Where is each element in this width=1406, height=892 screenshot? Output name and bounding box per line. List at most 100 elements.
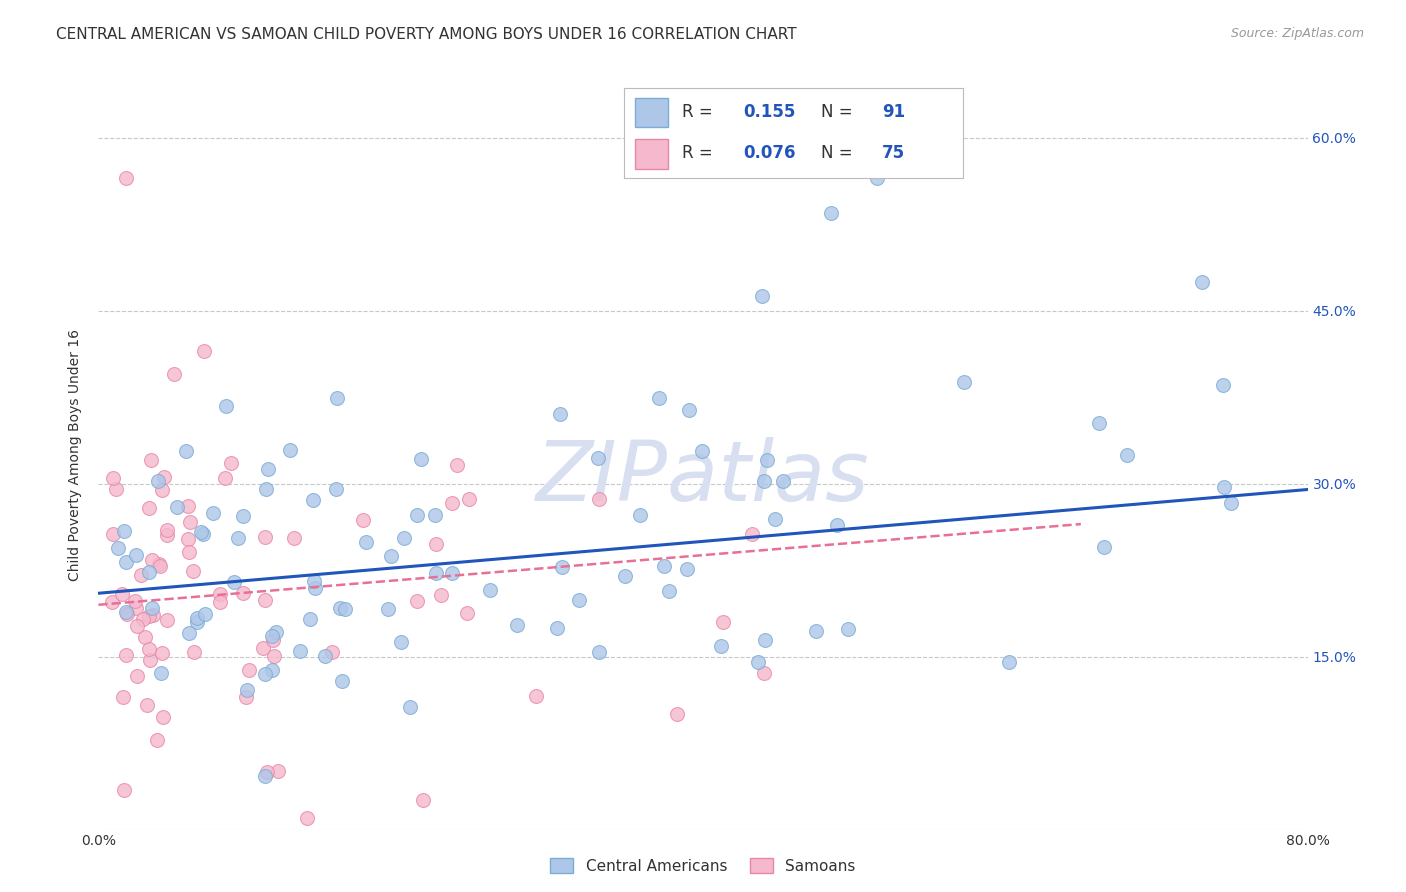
Legend: Central Americans, Samoans: Central Americans, Samoans	[544, 852, 862, 880]
Point	[588, 645, 610, 659]
Point	[678, 402, 700, 417]
Point	[398, 700, 420, 714]
Point	[524, 689, 547, 703]
Point	[330, 674, 353, 689]
Point	[150, 646, 173, 660]
Point	[380, 549, 402, 564]
Point	[114, 524, 136, 538]
Point	[267, 764, 290, 778]
Point	[752, 665, 775, 680]
Point	[628, 508, 651, 522]
Point	[104, 483, 127, 497]
Point	[430, 588, 453, 602]
Point	[260, 629, 283, 643]
Point	[115, 607, 138, 622]
Point	[676, 562, 699, 576]
Point	[328, 601, 350, 615]
Point	[166, 500, 188, 514]
Point	[156, 523, 179, 537]
Point	[176, 444, 198, 458]
Point	[138, 641, 160, 656]
Point	[827, 518, 849, 533]
Point	[335, 601, 357, 615]
Point	[139, 653, 162, 667]
Point	[302, 492, 325, 507]
Point	[747, 655, 769, 669]
Point	[1212, 480, 1234, 494]
Point	[125, 601, 148, 615]
Point	[692, 444, 714, 458]
Point	[648, 391, 671, 405]
Point	[208, 587, 231, 601]
Point	[114, 555, 136, 569]
Point	[177, 499, 200, 513]
Point	[406, 594, 429, 608]
Point	[837, 622, 859, 636]
Point	[107, 541, 129, 555]
Text: CENTRAL AMERICAN VS SAMOAN CHILD POVERTY AMONG BOYS UNDER 16 CORRELATION CHART: CENTRAL AMERICAN VS SAMOAN CHILD POVERTY…	[56, 27, 797, 42]
Point	[952, 375, 974, 389]
Point	[1092, 541, 1115, 555]
Point	[202, 506, 225, 520]
Point	[101, 471, 124, 485]
Point	[440, 496, 463, 510]
Point	[146, 474, 169, 488]
Point	[1088, 416, 1111, 430]
Point	[754, 633, 776, 648]
Point	[111, 587, 134, 601]
Point	[221, 456, 243, 470]
Point	[1116, 448, 1139, 462]
Point	[101, 595, 124, 609]
Point	[177, 545, 200, 559]
Point	[588, 491, 610, 506]
Point	[314, 649, 336, 664]
Text: Source: ZipAtlas.com: Source: ZipAtlas.com	[1230, 27, 1364, 40]
Point	[741, 526, 763, 541]
Point	[129, 568, 152, 582]
Point	[321, 644, 343, 658]
Point	[163, 368, 186, 382]
Point	[252, 640, 274, 655]
Point	[112, 783, 135, 797]
Point	[352, 513, 374, 527]
Point	[152, 470, 174, 484]
Point	[456, 606, 478, 620]
Point	[756, 452, 779, 467]
Point	[232, 509, 254, 524]
Point	[193, 344, 215, 359]
Point	[254, 482, 277, 496]
Point	[236, 683, 259, 698]
Point	[209, 595, 232, 609]
Point	[506, 618, 529, 632]
Point	[658, 584, 681, 599]
Point	[772, 475, 794, 489]
Point	[114, 171, 136, 186]
Point	[392, 531, 415, 545]
Point	[150, 665, 173, 680]
Point	[377, 601, 399, 615]
Point	[711, 615, 734, 629]
Point	[142, 608, 165, 623]
Point	[588, 450, 610, 465]
Point	[550, 407, 572, 421]
Point	[156, 613, 179, 627]
Point	[115, 605, 138, 619]
Point	[256, 764, 278, 779]
Point	[412, 793, 434, 807]
Point	[146, 732, 169, 747]
Point	[304, 581, 326, 595]
Point	[998, 655, 1021, 669]
Point	[148, 557, 170, 571]
Point	[191, 527, 214, 541]
Point	[181, 564, 204, 578]
Point	[820, 206, 842, 220]
Point	[127, 669, 149, 683]
Point	[1212, 377, 1234, 392]
Point	[1191, 275, 1213, 289]
Point	[405, 508, 427, 523]
Point	[425, 566, 447, 581]
Point	[127, 619, 149, 633]
Point	[186, 615, 208, 629]
Point	[235, 690, 257, 704]
Point	[124, 594, 146, 608]
